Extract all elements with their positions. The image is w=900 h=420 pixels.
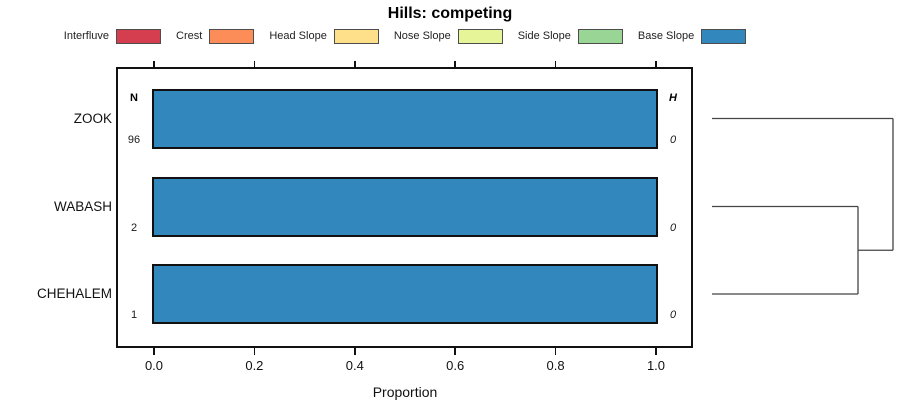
x-tick-label-0.6: 0.6 bbox=[446, 358, 465, 373]
top-tick-0.4 bbox=[354, 61, 356, 68]
top-tick-1.0 bbox=[655, 61, 657, 68]
legend-swatch bbox=[577, 28, 623, 44]
top-tick-0.2 bbox=[253, 61, 256, 68]
bar-zook bbox=[152, 88, 658, 149]
x-tick-label-0.8: 0.8 bbox=[546, 358, 565, 373]
legend-item-crest: Crest bbox=[176, 28, 255, 44]
legend-swatch bbox=[701, 28, 747, 44]
h-value-chehalem: 0 bbox=[669, 309, 677, 321]
legend-label: Base Slope bbox=[637, 30, 695, 42]
bar-segment-base-slope bbox=[154, 266, 656, 322]
legend-label: Head Slope bbox=[269, 30, 327, 42]
n-column-header: N bbox=[130, 92, 138, 104]
chart-title: Hills: competing bbox=[387, 5, 513, 22]
bar-wabash bbox=[152, 176, 658, 237]
bottom-tick-0.2 bbox=[253, 348, 256, 355]
h-value-wabash: 0 bbox=[669, 221, 677, 234]
x-axis-title: Proportion bbox=[372, 384, 438, 400]
x-tick-label-0.0: 0.0 bbox=[144, 358, 164, 373]
x-tick-label-0.4: 0.4 bbox=[345, 358, 364, 373]
bottom-tick-0.6 bbox=[454, 348, 456, 355]
legend-label: Side Slope bbox=[517, 30, 571, 42]
bottom-tick-0.0 bbox=[153, 348, 155, 355]
legend-item-head-slope: Head Slope bbox=[269, 28, 379, 44]
top-tick-0.6 bbox=[454, 61, 456, 68]
legend: Interfluve Crest Head Slope Nose Slope Side … bbox=[0, 26, 810, 46]
bar-chehalem bbox=[152, 264, 658, 324]
category-label-zook: ZOOK bbox=[73, 110, 112, 126]
bottom-tick-0.4 bbox=[354, 348, 356, 355]
bottom-tick-1.0 bbox=[655, 348, 657, 355]
legend-swatch bbox=[333, 28, 379, 44]
category-label-chehalem: CHEHALEM bbox=[36, 286, 112, 301]
n-value-zook: 96 bbox=[127, 133, 141, 146]
top-tick-0.8 bbox=[554, 61, 557, 68]
legend-label: Interfluve bbox=[63, 30, 110, 42]
h-column-header: H bbox=[669, 92, 677, 104]
bar-segment-base-slope bbox=[154, 178, 656, 235]
bar-segment-base-slope bbox=[154, 90, 656, 147]
x-tick-label-0.2: 0.2 bbox=[245, 358, 264, 373]
legend-item-side-slope: Side Slope bbox=[517, 28, 623, 44]
legend-swatch bbox=[116, 28, 162, 44]
bottom-tick-0.8 bbox=[554, 348, 557, 355]
top-tick-0.0 bbox=[153, 61, 155, 68]
legend-item-base-slope: Base Slope bbox=[637, 28, 747, 44]
h-value-zook: 0 bbox=[669, 133, 677, 146]
legend-item-interfluve: Interfluve bbox=[63, 28, 162, 44]
category-label-wabash: WABASH bbox=[53, 198, 112, 214]
legend-item-nose-slope: Nose Slope bbox=[393, 28, 503, 44]
legend-swatch bbox=[209, 28, 255, 44]
n-value-chehalem: 1 bbox=[130, 309, 138, 321]
n-value-wabash: 2 bbox=[130, 221, 138, 234]
x-tick-label-1.0: 1.0 bbox=[646, 358, 666, 373]
legend-label: Nose Slope bbox=[393, 30, 451, 42]
legend-swatch bbox=[457, 28, 503, 44]
legend-label: Crest bbox=[176, 30, 203, 42]
